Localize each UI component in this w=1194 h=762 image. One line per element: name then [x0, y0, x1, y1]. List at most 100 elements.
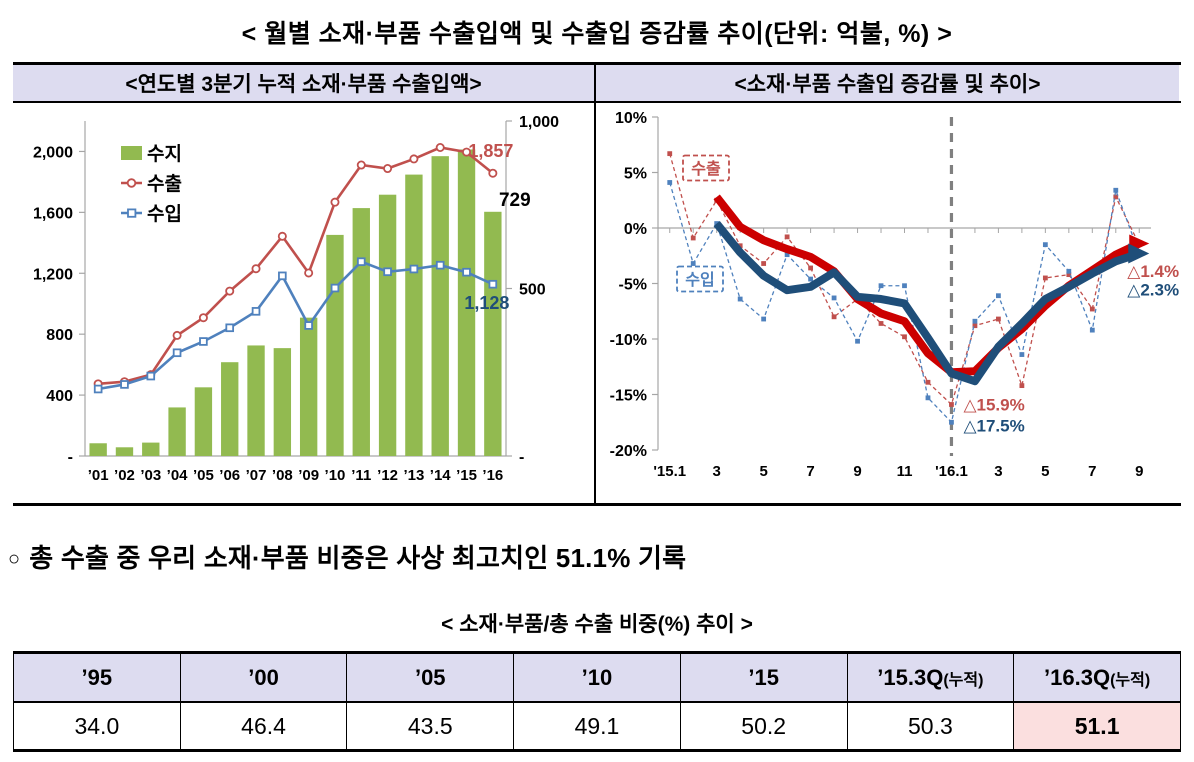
- bar-03: [142, 442, 160, 456]
- legend-label-import: 수입: [147, 203, 182, 225]
- y2-tick-label: 500: [519, 282, 546, 299]
- ratio-table-header-6: ’16.3Q(누적): [1013, 651, 1181, 703]
- ratio-table-header-5: ’15.3Q(누적): [846, 651, 1015, 703]
- x-tick-label: ’03: [140, 467, 161, 484]
- bar-11: [352, 208, 370, 456]
- x-tick-label: 7: [1088, 463, 1096, 480]
- point-marker: [737, 296, 743, 302]
- growth-rate-svg: 10% 5% 0% -5% -10% -15% -20% '15.1 3 5 7 9 11 '16.1 3 5…: [610, 110, 1179, 480]
- point-marker: [1089, 306, 1095, 312]
- ratio-header-label: ’00: [248, 664, 279, 690]
- point-marker: [356, 257, 366, 267]
- legend-marker-import: [127, 208, 137, 218]
- y-tick-label: 800: [46, 327, 73, 344]
- point-marker: [330, 283, 340, 293]
- point-marker: [462, 267, 471, 277]
- point-marker: [120, 380, 129, 389]
- point-marker: [949, 419, 954, 425]
- bar-07: [247, 345, 265, 456]
- charts-panel: <연도별 3분기 누적 소재·부품 수출입액> <소재·부품 수출입 증감률 및…: [13, 62, 1181, 506]
- point-marker: [172, 330, 182, 340]
- growth-rate-chart: 10% 5% 0% -5% -10% -15% -20% '15.1 3 5 7 9 11 '16.1 3 5…: [596, 103, 1179, 506]
- x-tick-label: ’02: [114, 467, 135, 484]
- annotation-import-value: 1,128: [464, 293, 509, 313]
- x-tick-label: 5: [1041, 463, 1049, 480]
- point-marker: [225, 323, 235, 333]
- x-tick-label: ’06: [219, 467, 240, 484]
- y-tick-label: 2,000: [33, 144, 73, 161]
- y-tick-label: 10%: [615, 110, 647, 127]
- x-tick-label: ’07: [246, 467, 267, 484]
- point-marker: [855, 338, 860, 344]
- x-tick-label: ’10: [325, 467, 346, 484]
- x-tick-label: ’11: [351, 467, 371, 484]
- legend-label-balance: 수지: [147, 143, 182, 165]
- bar-15: [457, 149, 476, 456]
- ratio-table-header-3: ’10: [513, 651, 681, 703]
- point-marker: [198, 313, 208, 323]
- ratio-table-header-row: ’95’00’05’10’15’15.3Q(누적) ’16.3Q(누적): [13, 651, 1181, 703]
- point-marker: [808, 276, 813, 282]
- point-marker: [435, 260, 445, 270]
- point-marker: [1066, 268, 1072, 274]
- bullet-mark-icon: ○: [8, 548, 21, 570]
- annotation-import-low: △17.5%: [963, 416, 1024, 435]
- ratio-table-value-2: 43.5: [346, 701, 515, 752]
- point-marker: [356, 160, 366, 170]
- point-marker: [761, 316, 767, 322]
- point-marker: [831, 314, 837, 320]
- x-tick-label: 3: [994, 463, 1002, 480]
- y-tick-label: 1,200: [33, 266, 73, 283]
- x-tick-label: 9: [1135, 463, 1143, 480]
- point-marker: [199, 337, 208, 346]
- cumulative-trade-svg: - 400 800 1,200 1,600 2,000 - 500 1,000 ’01 ’02 ’03…: [33, 114, 559, 484]
- point-marker: [383, 267, 392, 277]
- ratio-table-value-6: 51.1: [1013, 701, 1181, 752]
- point-marker: [784, 252, 790, 258]
- ratio-table-value-4: 50.2: [679, 701, 848, 752]
- bar-13: [405, 174, 423, 456]
- ratio-table-value-1: 46.4: [179, 701, 348, 752]
- point-marker: [925, 379, 931, 385]
- y-tick-label: 1,600: [33, 205, 73, 222]
- point-marker: [1089, 327, 1095, 333]
- ratio-table-header-2: ’05: [346, 651, 515, 703]
- y-tick-label: -: [68, 449, 73, 466]
- ratio-table-header-4: ’15: [679, 651, 848, 703]
- page-title: < 월별 소재·부품 수출입액 및 수출입 증감률 추이(단위: 억불, %) …: [241, 20, 953, 48]
- right-chart-header: <소재·부품 수출입 증감률 및 추이>: [596, 65, 1179, 101]
- x-tick-label: ’08: [272, 467, 293, 484]
- bar-16: [484, 211, 502, 456]
- point-marker: [304, 321, 313, 330]
- annotation-import-latest: △2.3%: [1127, 281, 1179, 300]
- line-수입: [97, 260, 494, 391]
- point-marker: [435, 142, 445, 152]
- legend-label-export: 수출: [147, 173, 182, 195]
- x-tick-label: 7: [806, 463, 814, 480]
- x-tick-label: ’04: [167, 467, 189, 484]
- point-marker: [1066, 272, 1072, 278]
- charts-panel-body: - 400 800 1,200 1,600 2,000 - 500 1,000 ’01 ’02 ’03…: [13, 103, 1181, 506]
- y-tick-label: -5%: [619, 277, 647, 294]
- point-marker: [1019, 383, 1025, 389]
- point-marker: [737, 243, 743, 249]
- x-tick-label: ’15: [456, 467, 477, 484]
- bar-06: [221, 362, 239, 456]
- ratio-table-header-0: ’95: [13, 651, 181, 703]
- point-marker: [808, 265, 813, 271]
- point-marker: [330, 197, 340, 207]
- point-marker: [972, 323, 978, 329]
- ratio-header-label: ’16.3Q: [1044, 664, 1111, 690]
- annotation-export-latest: △1.4%: [1127, 262, 1179, 281]
- ratio-table-title: < 소재·부품/총 수출 비중(%) 추이 >: [441, 613, 753, 636]
- point-marker: [488, 279, 498, 289]
- ratio-table-value-0: 34.0: [13, 701, 181, 752]
- ratio-header-suffix: (누적): [1110, 671, 1151, 689]
- series-label-export-text: 수출: [691, 160, 721, 178]
- y-tick-label: -20%: [610, 443, 647, 460]
- point-marker: [784, 234, 790, 240]
- point-marker: [996, 316, 1001, 322]
- point-marker: [1042, 242, 1048, 248]
- point-marker: [251, 307, 261, 316]
